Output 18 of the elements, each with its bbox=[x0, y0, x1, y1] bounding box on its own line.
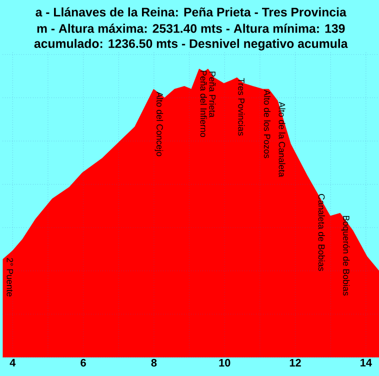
chart-title: a - Llánaves de la Reina: Peña Prieta - Tres Provincia bbox=[36, 7, 346, 16]
x-tick-label: 8 bbox=[151, 358, 157, 366]
annotation: Alto del Concejo bbox=[154, 92, 164, 156]
annotation: 2° Puente bbox=[6, 258, 14, 296]
x-tick-label: 6 bbox=[80, 358, 86, 366]
annotation: Alto de los Pozos bbox=[264, 90, 270, 158]
annotation: Canaleta de Bobias bbox=[318, 194, 325, 271]
x-tick-label: 14 bbox=[360, 358, 372, 366]
annotation: Boquerón de Bobias bbox=[341, 216, 350, 296]
annotation: Alto de la Canaleta bbox=[278, 102, 286, 177]
chart-subtitle: m - Altura máxima: 2531.40 mts - Altura mínima: 139 bbox=[37, 24, 345, 33]
x-tick-label: 4 bbox=[10, 358, 16, 366]
x-tick-label: 10 bbox=[219, 358, 230, 366]
annotation: Peña del Infierno bbox=[200, 70, 207, 137]
annotation: Tres Povincias bbox=[238, 78, 245, 136]
text: acumulado: 1236.50 mts - Desnivel negativo acumula bbox=[34, 38, 348, 50]
annotation: Peña Prieta bbox=[209, 72, 216, 118]
x-tick-label: 12 bbox=[290, 358, 301, 366]
